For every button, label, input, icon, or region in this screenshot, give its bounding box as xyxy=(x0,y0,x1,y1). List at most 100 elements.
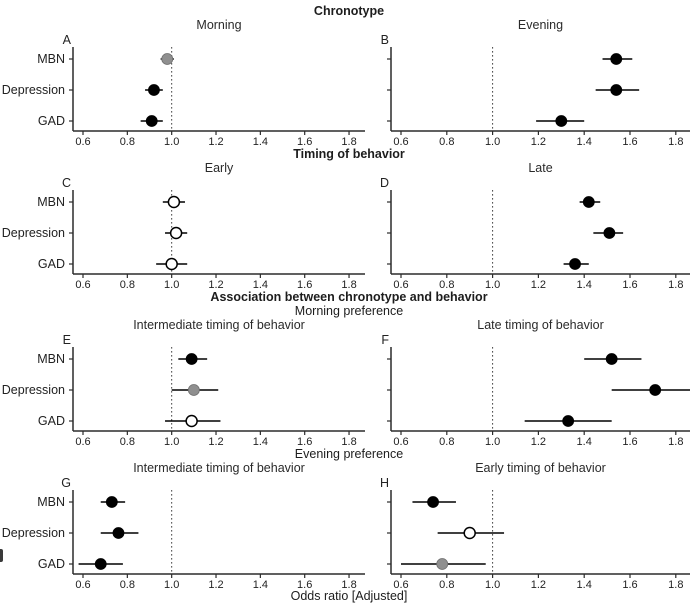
x-tick-label: 1.6 xyxy=(622,436,637,445)
panel-letter: E xyxy=(63,333,71,347)
x-tick-label: 1.2 xyxy=(531,136,546,145)
or-marker xyxy=(112,527,125,539)
x-axis-label: Odds ratio [Adjusted] xyxy=(290,589,408,603)
x-tick-label: 1.2 xyxy=(208,279,223,288)
x-tick-label: 1.6 xyxy=(622,279,637,288)
category-label: Depression xyxy=(2,383,65,397)
x-tick-label: 1.8 xyxy=(668,579,683,588)
panel-F: Late timing of behavior F 0.6 0.8 1.0 1.2 1.4 1… xyxy=(372,318,698,445)
x-tick-label: 1.4 xyxy=(577,436,592,445)
panel-letter: H xyxy=(380,476,389,490)
category-label: GAD xyxy=(38,557,65,571)
or-marker xyxy=(187,384,200,396)
category-label: MBN xyxy=(37,195,65,209)
x-tick-label: 0.8 xyxy=(439,579,454,588)
or-marker xyxy=(649,384,662,396)
figure-row-evening-preference: Evening preference Intermediate timing o… xyxy=(0,447,698,588)
figure-row-timing: Timing of behavior Early C 0.6 0.8 1.0 1.2 1.4… xyxy=(0,147,698,288)
or-marker xyxy=(185,414,198,428)
forest-plot-svg-H: H 0.6 0.8 1.0 1.2 1.4 1.6 1.8 xyxy=(380,476,690,588)
panel-title: Morning xyxy=(196,18,242,32)
x-tick-label: 1.2 xyxy=(208,579,223,588)
x-tick-label: 1.4 xyxy=(577,136,592,145)
cropped-character-fragment xyxy=(0,549,3,562)
section-header: Association between chronotype and behav… xyxy=(210,290,488,304)
forest-plot-svg-C: C 0.6 0.8 1.0 1.2 1.4 1.6 1.8 MBN Depression GAD xyxy=(2,176,365,288)
panel-title: Early xyxy=(204,161,234,175)
panel-row: Intermediate timing of behavior G 0.6 0.8 1.… xyxy=(0,461,698,588)
x-tick-label: 0.8 xyxy=(439,279,454,288)
category-label: GAD xyxy=(38,414,65,428)
panel-title: Late xyxy=(528,161,553,175)
category-label: MBN xyxy=(37,495,65,509)
x-tick-label: 1.0 xyxy=(485,279,500,288)
x-tick-label: 1.4 xyxy=(577,579,592,588)
x-tick-label: 1.4 xyxy=(577,279,592,288)
x-tick-label: 0.8 xyxy=(120,436,135,445)
x-tick-label: 1.0 xyxy=(485,579,500,588)
x-tick-label: 1.4 xyxy=(253,279,268,288)
x-tick-label: 1.2 xyxy=(531,579,546,588)
panel-A: Morning A 0.6 0.8 1.0 1.2 1.4 1.6 1.8 MBN Depressi… xyxy=(0,18,372,145)
x-tick-label: 1.8 xyxy=(668,136,683,145)
or-marker xyxy=(463,526,476,540)
panel-D: Late D 0.6 0.8 1.0 1.2 1.4 1.6 1.8 xyxy=(372,161,698,288)
x-tick-label: 1.8 xyxy=(668,279,683,288)
panel-letter: D xyxy=(380,176,389,190)
x-tick-label: 0.8 xyxy=(120,136,135,145)
x-tick-label: 1.6 xyxy=(297,279,312,288)
x-tick-label: 0.6 xyxy=(75,136,90,145)
section-header: Timing of behavior xyxy=(293,147,405,161)
x-tick-label: 1.6 xyxy=(297,136,312,145)
or-marker xyxy=(610,53,623,65)
or-marker xyxy=(165,257,178,271)
panel-letter: A xyxy=(63,33,72,47)
category-label: MBN xyxy=(37,52,65,66)
or-marker xyxy=(161,53,174,65)
or-marker xyxy=(94,558,107,570)
panel-title: Intermediate timing of behavior xyxy=(133,318,305,332)
x-tick-label: 0.6 xyxy=(75,436,90,445)
panel-row: Intermediate timing of behavior E 0.6 0.8 1.… xyxy=(0,318,698,445)
or-marker xyxy=(436,558,449,570)
x-tick-label: 0.6 xyxy=(75,579,90,588)
forest-plot-svg-G: G 0.6 0.8 1.0 1.2 1.4 1.6 1.8 MBN Depression GAD xyxy=(2,476,365,588)
panel-C: Early C 0.6 0.8 1.0 1.2 1.4 1.6 1.8 MBN Depression… xyxy=(0,161,372,288)
panel-E: Intermediate timing of behavior E 0.6 0.8 1.… xyxy=(0,318,372,445)
forest-plot-svg-B: B 0.6 0.8 1.0 1.2 1.4 1.6 1.8 xyxy=(381,33,690,145)
x-tick-label: 1.2 xyxy=(208,436,223,445)
forest-plot-svg-E: E 0.6 0.8 1.0 1.2 1.4 1.6 1.8 MBN Depression GAD xyxy=(2,333,365,445)
x-tick-label: 1.8 xyxy=(341,579,356,588)
x-tick-label: 1.0 xyxy=(164,136,179,145)
x-tick-label: 1.6 xyxy=(622,579,637,588)
panel-H: Early timing of behavior H 0.6 0.8 1.0 1.2 1.4… xyxy=(372,461,698,588)
or-marker xyxy=(603,227,616,239)
category-label: Depression xyxy=(2,83,65,97)
x-tick-label: 1.8 xyxy=(341,436,356,445)
x-tick-label: 1.8 xyxy=(341,279,356,288)
forest-plot-svg-F: F 0.6 0.8 1.0 1.2 1.4 1.6 1.8 xyxy=(381,333,690,445)
x-tick-label: 1.0 xyxy=(164,579,179,588)
panel-title: Evening xyxy=(517,18,564,32)
x-tick-label: 0.8 xyxy=(120,279,135,288)
x-tick-label: 0.6 xyxy=(75,279,90,288)
panel-title: Late timing of behavior xyxy=(477,318,604,332)
or-marker xyxy=(582,196,595,208)
forest-plot-svg-A: A 0.6 0.8 1.0 1.2 1.4 1.6 1.8 MBN Depression GAD xyxy=(2,33,365,145)
x-tick-label: 0.6 xyxy=(393,279,408,288)
category-label: Depression xyxy=(2,226,65,240)
x-tick-label: 0.6 xyxy=(393,579,408,588)
x-tick-label: 0.8 xyxy=(120,579,135,588)
x-tick-label: 0.8 xyxy=(439,436,454,445)
or-marker xyxy=(555,115,568,127)
or-marker xyxy=(167,195,181,209)
section-subheader: Morning preference xyxy=(294,304,404,318)
panel-letter: G xyxy=(61,476,71,490)
forest-plot-svg-D: D 0.6 0.8 1.0 1.2 1.4 1.6 1.8 xyxy=(380,176,690,288)
or-marker xyxy=(169,226,183,240)
x-tick-label: 1.8 xyxy=(341,136,356,145)
x-tick-label: 1.0 xyxy=(485,136,500,145)
category-label: GAD xyxy=(38,114,65,128)
figure-row-morning-preference: Association between chronotype and behav… xyxy=(0,290,698,445)
